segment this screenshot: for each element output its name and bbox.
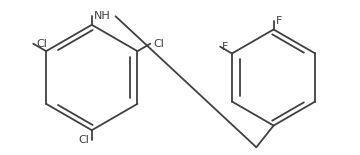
Text: F: F bbox=[276, 16, 282, 26]
Text: F: F bbox=[222, 42, 229, 52]
Text: NH: NH bbox=[94, 11, 111, 21]
Text: Cl: Cl bbox=[78, 135, 89, 145]
Text: Cl: Cl bbox=[153, 39, 164, 49]
Text: Cl: Cl bbox=[36, 39, 47, 49]
